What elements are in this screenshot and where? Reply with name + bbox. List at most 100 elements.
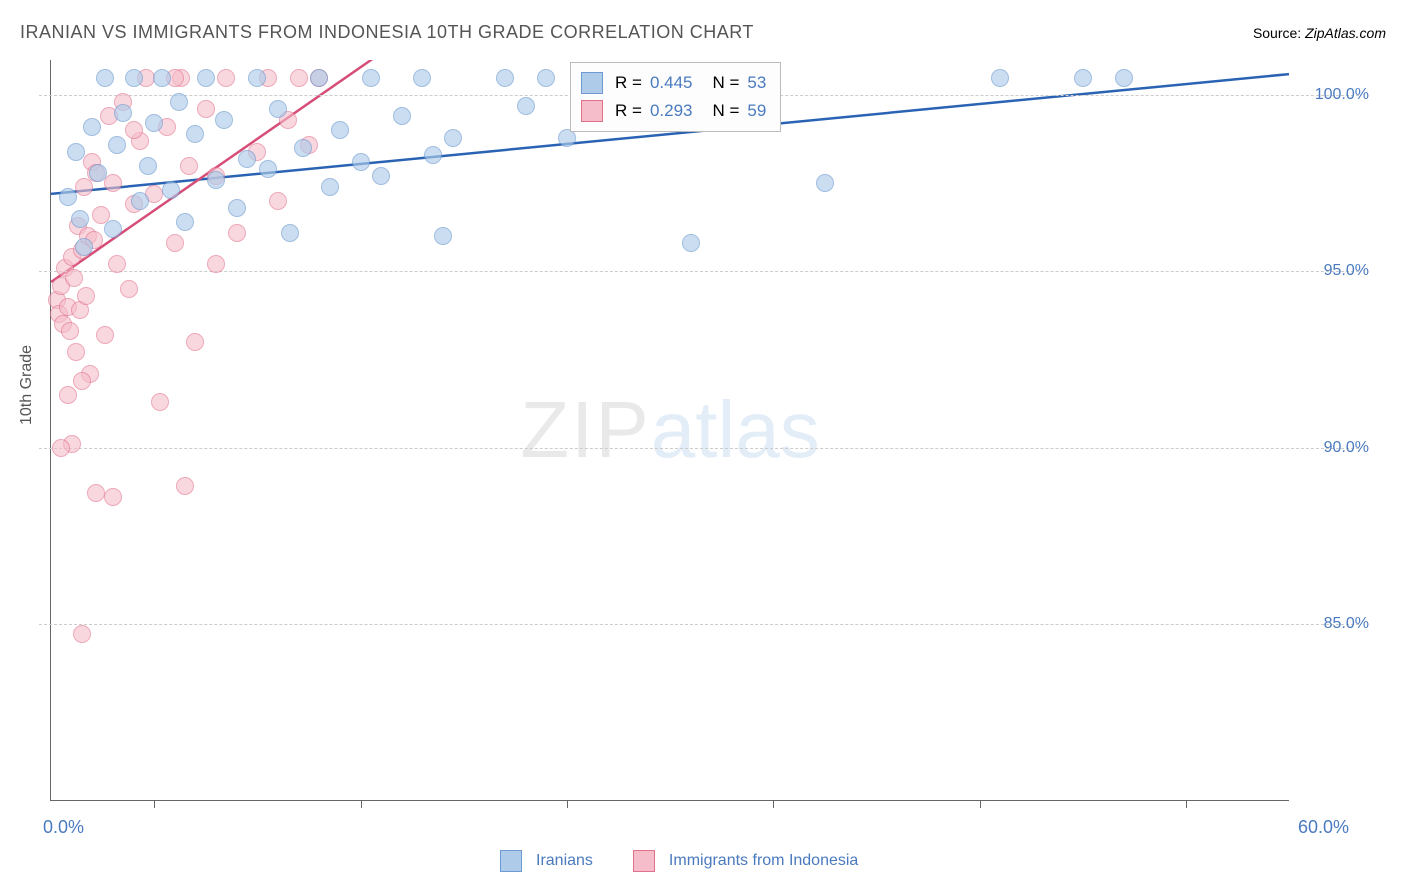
scatter-point-iranians [170, 93, 188, 111]
y-tick-label: 90.0% [1309, 439, 1369, 457]
scatter-point-iranians [537, 69, 555, 87]
scatter-point-iranians [125, 69, 143, 87]
scatter-point-immigrants-indonesia [120, 280, 138, 298]
scatter-point-immigrants-indonesia [87, 484, 105, 502]
scatter-plot-area: ZIPatlas 85.0%90.0%95.0%100.0%0.0%60.0% [50, 60, 1289, 801]
legend-swatch-iranians [500, 850, 522, 872]
scatter-point-iranians [176, 213, 194, 231]
scatter-point-iranians [816, 174, 834, 192]
scatter-point-iranians [393, 107, 411, 125]
x-tick [773, 800, 774, 808]
scatter-point-iranians [372, 167, 390, 185]
r-value-iranians: 0.445 [650, 69, 693, 97]
gridline [39, 624, 1359, 625]
legend-swatch-indonesia [633, 850, 655, 872]
scatter-point-iranians [269, 100, 287, 118]
scatter-point-immigrants-indonesia [125, 121, 143, 139]
scatter-point-iranians [215, 111, 233, 129]
y-tick-label: 100.0% [1309, 86, 1369, 104]
scatter-point-immigrants-indonesia [228, 224, 246, 242]
scatter-point-immigrants-indonesia [207, 255, 225, 273]
scatter-point-iranians [352, 153, 370, 171]
scatter-point-immigrants-indonesia [217, 69, 235, 87]
scatter-point-iranians [207, 171, 225, 189]
n-value-iranians: 53 [747, 69, 766, 97]
scatter-point-iranians [71, 210, 89, 228]
scatter-point-immigrants-indonesia [108, 255, 126, 273]
x-tick [154, 800, 155, 808]
scatter-point-iranians [153, 69, 171, 87]
scatter-point-iranians [294, 139, 312, 157]
scatter-point-immigrants-indonesia [75, 178, 93, 196]
r-label: R = [615, 69, 642, 97]
scatter-point-iranians [444, 129, 462, 147]
scatter-point-iranians [96, 69, 114, 87]
x-tick [980, 800, 981, 808]
scatter-point-immigrants-indonesia [290, 69, 308, 87]
y-tick-label: 95.0% [1309, 262, 1369, 280]
legend-label-indonesia: Immigrants from Indonesia [669, 852, 858, 870]
scatter-point-iranians [75, 238, 93, 256]
scatter-point-iranians [991, 69, 1009, 87]
source-label: Source: [1253, 25, 1301, 41]
source-attribution: Source: ZipAtlas.com [1253, 25, 1386, 41]
y-axis-label: 10th Grade [18, 345, 36, 425]
scatter-point-iranians [108, 136, 126, 154]
scatter-point-iranians [131, 192, 149, 210]
x-tick [1186, 800, 1187, 808]
scatter-point-iranians [682, 234, 700, 252]
source-value: ZipAtlas.com [1305, 25, 1386, 41]
scatter-point-immigrants-indonesia [96, 326, 114, 344]
gridline [39, 271, 1359, 272]
scatter-point-immigrants-indonesia [59, 386, 77, 404]
scatter-point-immigrants-indonesia [52, 439, 70, 457]
scatter-point-immigrants-indonesia [77, 287, 95, 305]
scatter-point-immigrants-indonesia [180, 157, 198, 175]
scatter-point-immigrants-indonesia [67, 343, 85, 361]
scatter-point-iranians [434, 227, 452, 245]
scatter-point-immigrants-indonesia [104, 488, 122, 506]
r-value-indonesia: 0.293 [650, 97, 693, 125]
scatter-point-iranians [238, 150, 256, 168]
scatter-point-immigrants-indonesia [61, 322, 79, 340]
x-tick [567, 800, 568, 808]
stats-legend-box: R = 0.445 N = 53 R = 0.293 N = 59 [570, 62, 781, 132]
scatter-point-immigrants-indonesia [186, 333, 204, 351]
scatter-point-iranians [331, 121, 349, 139]
n-value-indonesia: 59 [747, 97, 766, 125]
scatter-point-iranians [413, 69, 431, 87]
scatter-point-iranians [83, 118, 101, 136]
scatter-point-immigrants-indonesia [104, 174, 122, 192]
scatter-point-immigrants-indonesia [151, 393, 169, 411]
x-tick [361, 800, 362, 808]
scatter-point-iranians [310, 69, 328, 87]
scatter-point-iranians [104, 220, 122, 238]
regression-lines-layer [51, 60, 1289, 800]
watermark-atlas: atlas [651, 385, 820, 474]
scatter-point-iranians [517, 97, 535, 115]
scatter-point-immigrants-indonesia [197, 100, 215, 118]
scatter-point-iranians [228, 199, 246, 217]
scatter-point-iranians [89, 164, 107, 182]
scatter-point-immigrants-indonesia [166, 234, 184, 252]
scatter-point-iranians [362, 69, 380, 87]
scatter-point-iranians [59, 188, 77, 206]
swatch-iranians [581, 72, 603, 94]
legend-label-iranians: Iranians [536, 852, 593, 870]
n-label: N = [712, 97, 739, 125]
scatter-point-iranians [281, 224, 299, 242]
scatter-point-immigrants-indonesia [73, 372, 91, 390]
y-tick-label: 85.0% [1309, 615, 1369, 633]
scatter-point-iranians [496, 69, 514, 87]
stats-row-iranians: R = 0.445 N = 53 [581, 69, 766, 97]
scatter-point-iranians [197, 69, 215, 87]
scatter-point-iranians [145, 114, 163, 132]
scatter-point-iranians [162, 181, 180, 199]
scatter-point-iranians [139, 157, 157, 175]
n-label: N = [712, 69, 739, 97]
scatter-point-iranians [1115, 69, 1133, 87]
scatter-point-iranians [259, 160, 277, 178]
scatter-point-iranians [248, 69, 266, 87]
bottom-legend: Iranians Immigrants from Indonesia [500, 850, 858, 872]
swatch-indonesia [581, 100, 603, 122]
